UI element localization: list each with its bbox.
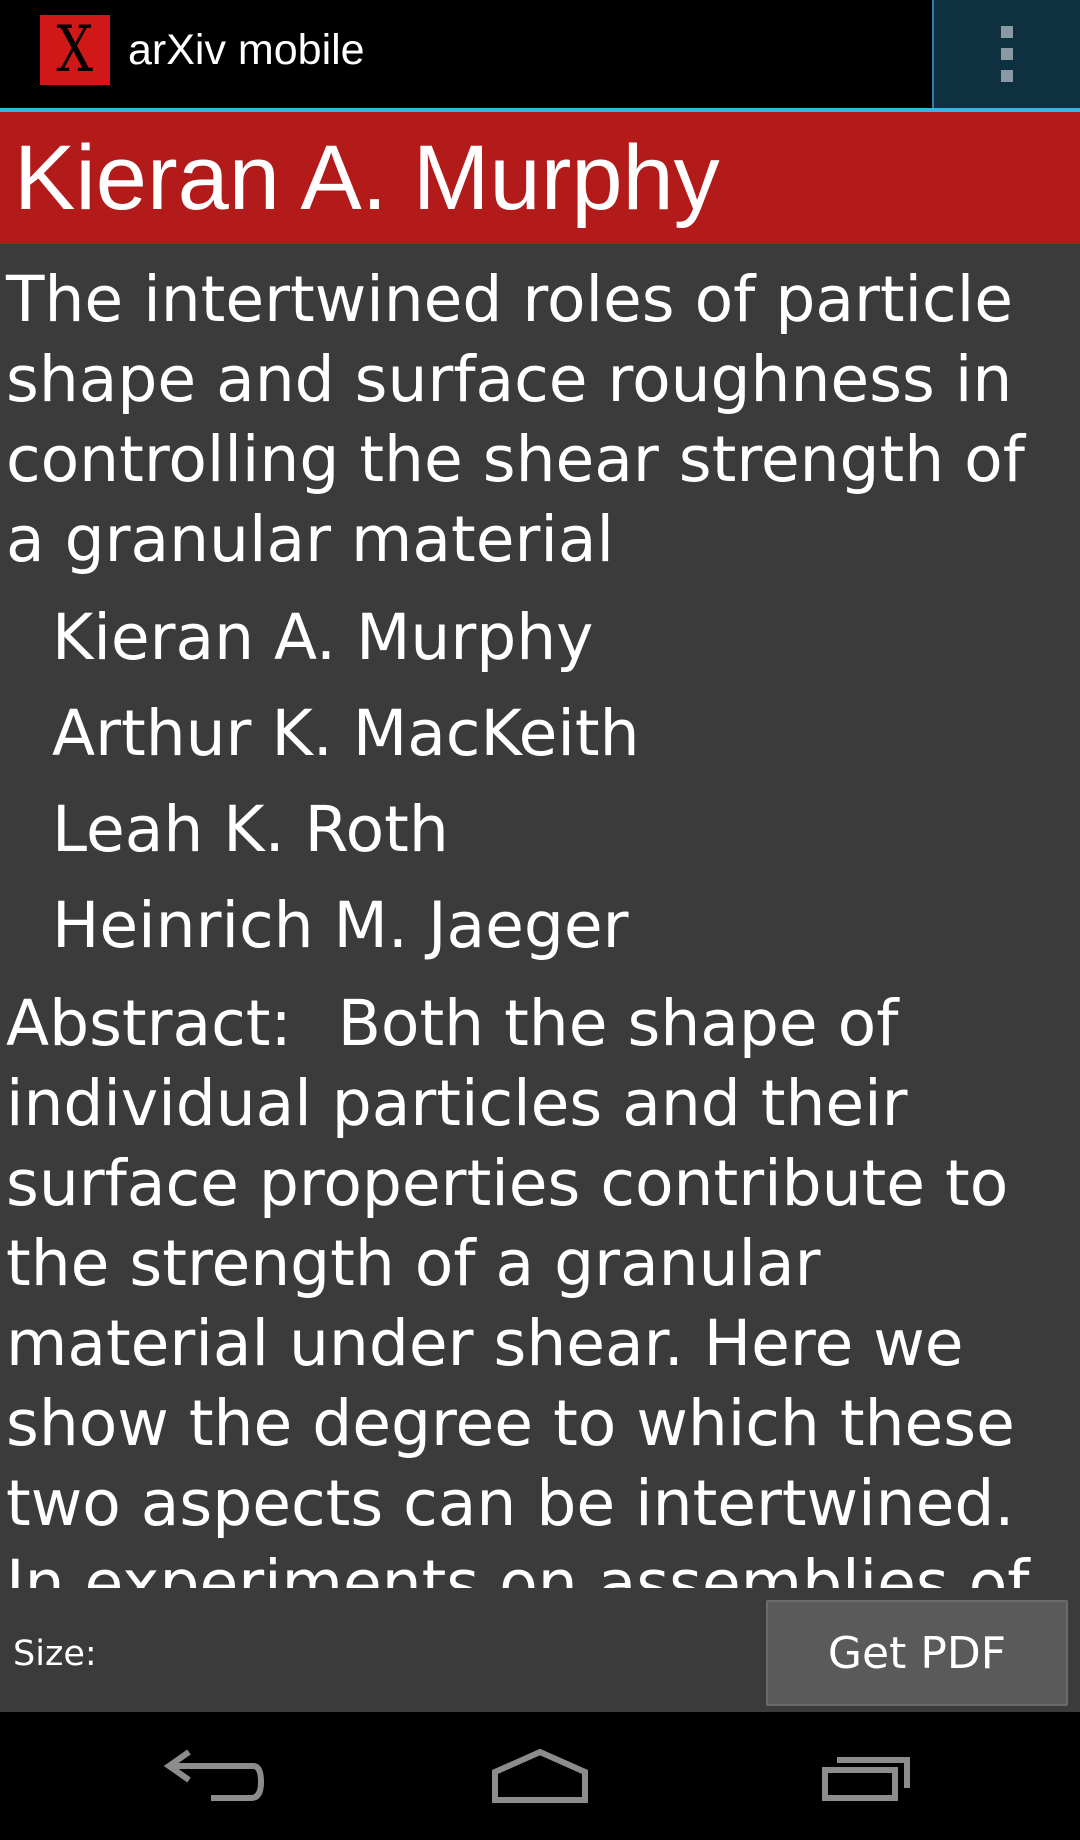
- navigation-bar: [0, 1712, 1080, 1840]
- back-icon: [163, 1749, 265, 1801]
- overflow-menu-icon-dot: [1001, 48, 1013, 60]
- app-logo-icon[interactable]: X: [40, 15, 110, 85]
- recents-icon: [822, 1757, 910, 1801]
- author-item[interactable]: Leah K. Roth: [52, 793, 449, 866]
- abstract-text: Both the shape of individual particles a…: [6, 987, 1030, 1588]
- get-pdf-button[interactable]: Get PDF: [766, 1600, 1068, 1706]
- overflow-menu-icon: [1001, 26, 1013, 38]
- author-header-name: Kieran A. Murphy: [14, 127, 720, 229]
- author-item[interactable]: Arthur K. MacKeith: [52, 697, 640, 770]
- author-list: Kieran A. Murphy Arthur K. MacKeith Leah…: [52, 590, 1052, 974]
- home-button[interactable]: [440, 1712, 640, 1840]
- author-item[interactable]: Kieran A. Murphy: [52, 601, 594, 674]
- action-bar-divider: [0, 108, 1080, 112]
- paper-detail-scroll[interactable]: The intertwined roles of particle shape …: [0, 244, 1080, 1588]
- recents-button[interactable]: [770, 1712, 970, 1840]
- app-title: arXiv mobile: [128, 26, 365, 74]
- author-header: Kieran A. Murphy: [0, 112, 1080, 244]
- home-icon: [492, 1748, 588, 1803]
- paper-title: The intertwined roles of particle shape …: [6, 263, 1025, 576]
- overflow-menu-icon-dot: [1001, 70, 1013, 82]
- abstract: Abstract: Both the shape of individual pa…: [6, 984, 1076, 1588]
- bottom-bar: Size: Get PDF: [0, 1588, 1080, 1712]
- abstract-label: Abstract:: [6, 987, 292, 1060]
- action-bar: X arXiv mobile: [0, 0, 1080, 112]
- overflow-menu-button[interactable]: [932, 0, 1080, 108]
- app-logo-letter: X: [56, 13, 94, 87]
- size-label: Size:: [13, 1634, 97, 1674]
- back-button[interactable]: [110, 1712, 310, 1840]
- author-item[interactable]: Heinrich M. Jaeger: [52, 889, 629, 962]
